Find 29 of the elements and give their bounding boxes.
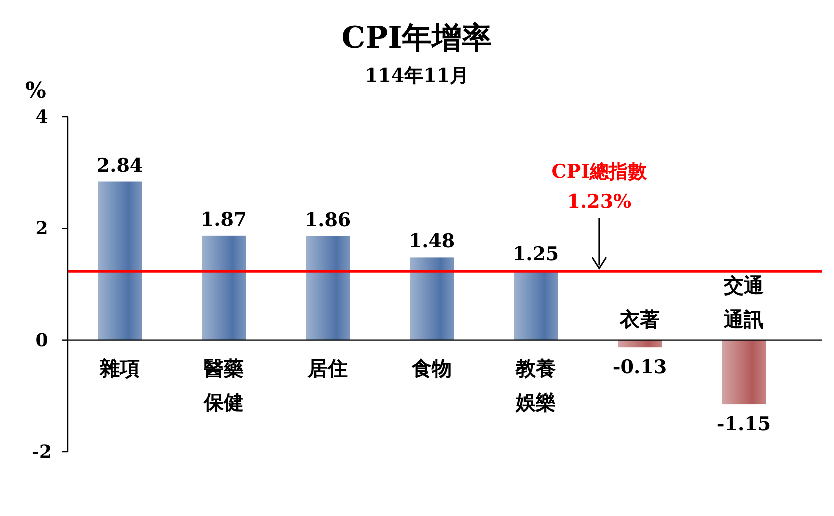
chart-title: CPI年增率 [342,21,492,56]
x-tick-label: 居住 [307,356,348,380]
y-tick-label: 2 [36,218,48,240]
y-axis-title: % [26,78,47,104]
x-tick-label: 醫藥保健 [203,356,244,414]
bar [98,182,142,340]
bar [202,236,246,340]
bar [306,236,350,340]
ref-line-label: CPI總指數 1.23% [552,161,648,213]
x-tick-label: 衣著 [619,307,660,332]
data-label: 1.86 [304,209,352,232]
y-tick-label: 0 [36,330,48,352]
data-label: 1.87 [200,208,248,231]
data-label: 1.48 [408,230,456,253]
data-label: 2.84 [96,154,144,177]
bar [618,340,662,348]
data-label: -0.13 [612,356,668,379]
x-tick-label: 食物 [411,356,452,380]
y-tick-label: -2 [32,442,52,463]
x-tick-label: 雜項 [99,356,140,380]
bar [410,258,454,340]
bar [722,340,766,405]
chart-subtitle: 114年11月 [364,65,470,87]
data-label: -1.15 [716,414,772,436]
data-label: 1.25 [512,244,560,266]
x-tick-label: 交通通訊 [723,273,764,332]
bar [514,270,558,340]
y-tick-label: 4 [36,107,48,128]
x-tick-label: 教養娛樂 [515,356,556,414]
